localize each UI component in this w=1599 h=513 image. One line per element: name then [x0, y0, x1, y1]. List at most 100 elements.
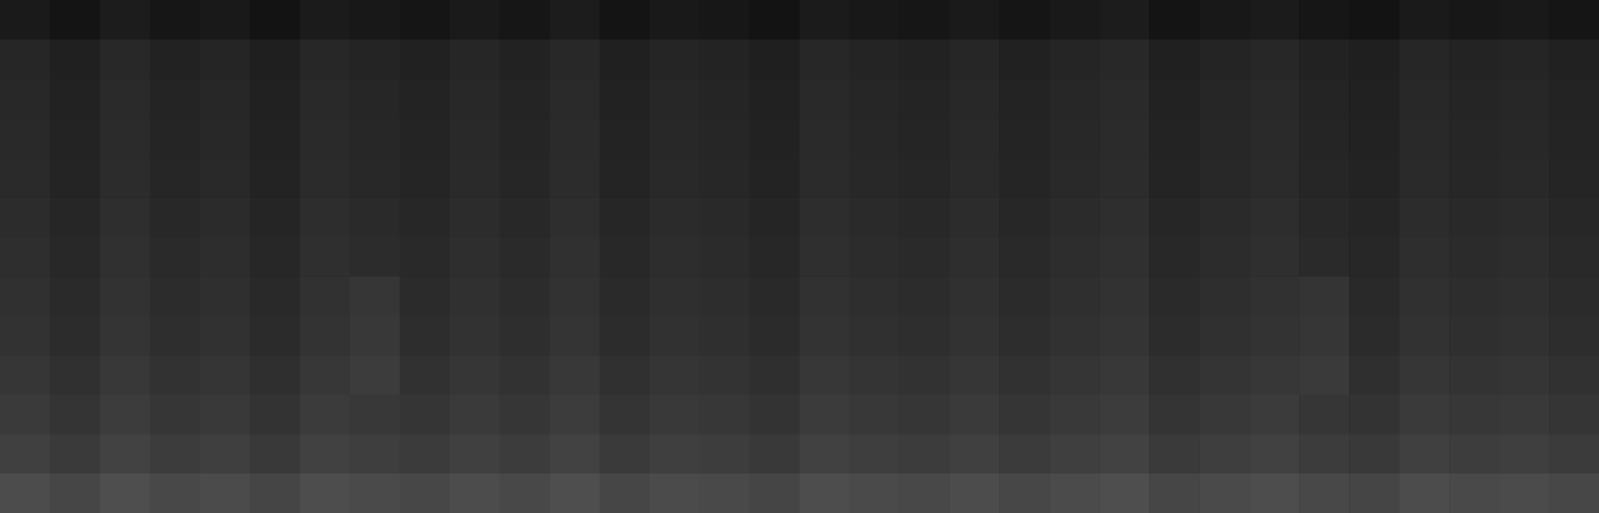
cell [250, 118, 300, 158]
cell [150, 474, 200, 513]
cell [1199, 434, 1249, 474]
cell [200, 434, 250, 474]
cell [1249, 79, 1299, 119]
cell [300, 197, 350, 237]
cell [300, 395, 350, 435]
cell [1199, 118, 1249, 158]
cell [1549, 237, 1599, 277]
cell [1299, 79, 1349, 119]
cell [1449, 158, 1499, 198]
cell [500, 237, 550, 277]
cell [600, 276, 650, 316]
cell [1099, 39, 1149, 79]
cell [899, 316, 949, 356]
cell [350, 158, 400, 198]
cell [550, 316, 600, 356]
cell [50, 0, 100, 40]
cell [750, 39, 800, 79]
cell [1449, 474, 1499, 513]
cell [999, 39, 1049, 79]
cell [250, 0, 300, 40]
cell [1199, 79, 1249, 119]
cell [1049, 0, 1099, 40]
cell [600, 355, 650, 395]
cell [1149, 434, 1199, 474]
cell [1249, 158, 1299, 198]
cell [949, 197, 999, 237]
cell [250, 79, 300, 119]
cell [150, 237, 200, 277]
cell [1149, 474, 1199, 513]
cell [999, 237, 1049, 277]
cell [949, 79, 999, 119]
cell [400, 395, 450, 435]
cell [250, 158, 300, 198]
cell [849, 395, 899, 435]
cell [600, 395, 650, 435]
cell [350, 355, 400, 395]
cell [1249, 434, 1299, 474]
cell [999, 118, 1049, 158]
cell [1399, 39, 1449, 79]
cell [1049, 316, 1099, 356]
cell [849, 316, 899, 356]
cell [550, 434, 600, 474]
cell [1049, 79, 1099, 119]
cell [1549, 158, 1599, 198]
cell [500, 395, 550, 435]
cell [0, 316, 50, 356]
spectrogram [0, 0, 1599, 513]
cell [999, 197, 1049, 237]
cell [999, 79, 1049, 119]
cell [500, 118, 550, 158]
cell [949, 0, 999, 40]
cell [949, 395, 999, 435]
cell [800, 355, 850, 395]
cell [1249, 474, 1299, 513]
cell [1399, 118, 1449, 158]
cell [1049, 434, 1099, 474]
cell [500, 355, 550, 395]
cell [600, 316, 650, 356]
cell [650, 79, 700, 119]
cell [300, 39, 350, 79]
cell [350, 197, 400, 237]
cell [1499, 316, 1549, 356]
cell [999, 0, 1049, 40]
cell [300, 276, 350, 316]
cell [899, 474, 949, 513]
cell [400, 434, 450, 474]
cell [450, 118, 500, 158]
cell [300, 237, 350, 277]
cell [999, 395, 1049, 435]
cell [400, 316, 450, 356]
cell [1299, 355, 1349, 395]
cell [150, 395, 200, 435]
cell [899, 434, 949, 474]
cell [200, 355, 250, 395]
cell [1399, 0, 1449, 40]
cell [1399, 434, 1449, 474]
cell [1149, 395, 1199, 435]
cell [750, 79, 800, 119]
cell [700, 158, 750, 198]
cell [949, 316, 999, 356]
cell [550, 79, 600, 119]
cell [450, 395, 500, 435]
cell [1199, 0, 1249, 40]
cell [0, 158, 50, 198]
cell [1149, 276, 1199, 316]
cell [999, 276, 1049, 316]
cell [400, 39, 450, 79]
cell [1199, 237, 1249, 277]
cell [1099, 474, 1149, 513]
cell [849, 276, 899, 316]
cell [800, 237, 850, 277]
cell [1249, 355, 1299, 395]
cell [1249, 316, 1299, 356]
cell [100, 355, 150, 395]
cell [750, 197, 800, 237]
cell [500, 39, 550, 79]
cell [0, 434, 50, 474]
cell [1299, 276, 1349, 316]
